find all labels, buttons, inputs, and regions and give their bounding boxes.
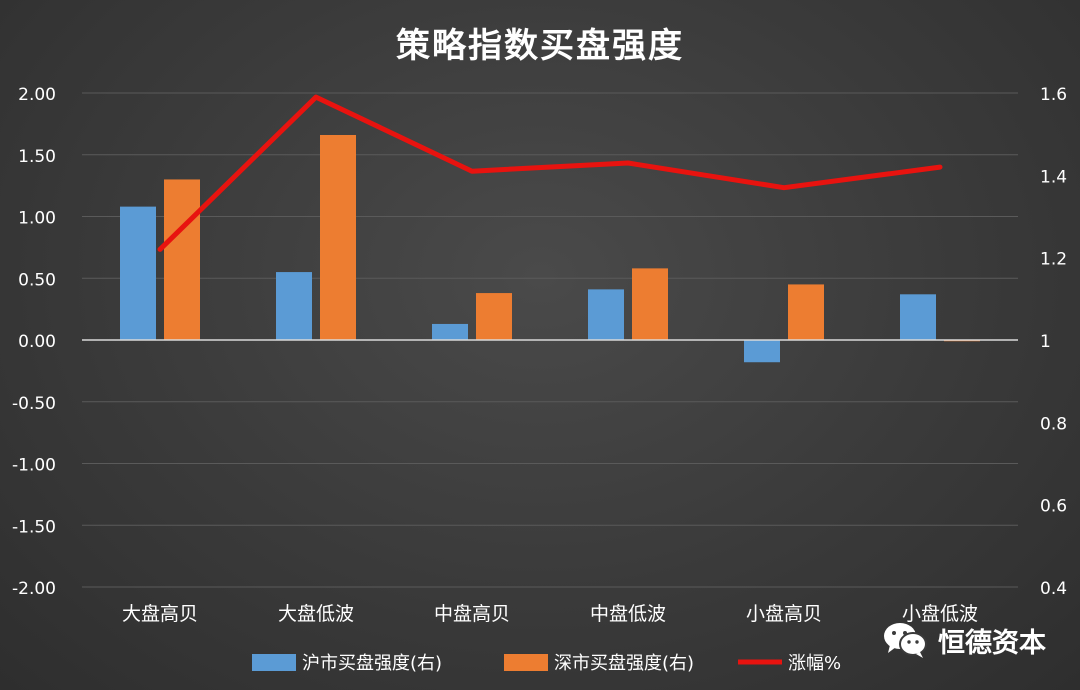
chart-title: 策略指数买盘强度	[396, 26, 684, 66]
y-left-tick-label: -1.50	[12, 517, 56, 537]
series-line	[157, 94, 943, 252]
legend-label: 深市买盘强度(右)	[554, 653, 694, 674]
bar	[900, 294, 936, 340]
line-series	[157, 94, 943, 252]
y-left-tick-label: 1.00	[18, 209, 56, 229]
x-tick-label: 小盘高贝	[746, 603, 822, 625]
x-tick-label: 大盘低波	[278, 603, 354, 625]
y-left-tick-label: -1.00	[12, 456, 56, 476]
legend: 沪市买盘强度(右) 深市买盘强度(右) 涨幅%	[252, 653, 841, 674]
x-tick-label: 中盘低波	[590, 603, 666, 625]
x-axis-ticks: 大盘高贝 大盘低波 中盘高贝 中盘低波 小盘高贝 小盘低波	[122, 603, 978, 625]
y-right-tick-label: 1.6	[1040, 85, 1067, 105]
bar	[276, 272, 312, 340]
x-tick-label: 中盘高贝	[434, 603, 510, 625]
y-left-tick-label: -0.50	[12, 394, 56, 414]
y-left-tick-label: 2.00	[18, 85, 56, 105]
legend-label: 涨幅%	[788, 653, 841, 674]
y-left-tick-label: 0.00	[18, 332, 56, 352]
bar	[788, 284, 824, 340]
y-left-tick-label: -2.00	[12, 579, 56, 599]
bar	[120, 206, 156, 340]
y-axis-left-ticks: 2.00 1.50 1.00 0.50 0.00 -0.50 -1.00 -1.50 -2.00	[12, 85, 56, 599]
bar	[476, 293, 512, 340]
y-right-tick-label: 1	[1040, 332, 1051, 352]
y-right-tick-label: 0.4	[1040, 579, 1067, 599]
bar	[632, 268, 668, 340]
bar	[164, 179, 200, 340]
y-left-tick-label: 0.50	[18, 270, 56, 290]
bar	[588, 289, 624, 340]
bar-series	[120, 134, 980, 363]
bar	[432, 323, 468, 340]
watermark: 恒德资本	[882, 620, 1046, 660]
y-right-tick-label: 1.4	[1040, 167, 1067, 187]
y-axis-right-ticks: 1.6 1.4 1.2 1 0.8 0.6 0.4	[1040, 85, 1067, 599]
grid-lines	[82, 92, 1018, 588]
bar	[320, 134, 356, 340]
watermark-text: 恒德资本	[938, 627, 1046, 659]
legend-swatch	[252, 654, 296, 671]
wechat-icon	[884, 623, 927, 658]
bar	[744, 340, 780, 363]
y-right-tick-label: 0.8	[1040, 414, 1067, 434]
x-tick-label: 小盘低波	[902, 603, 978, 625]
y-left-tick-label: 1.50	[18, 147, 56, 167]
y-right-tick-label: 1.2	[1040, 250, 1067, 270]
legend-label: 沪市买盘强度(右)	[302, 653, 442, 674]
y-right-tick-label: 0.6	[1040, 497, 1067, 517]
legend-swatch	[504, 654, 548, 671]
x-tick-label: 大盘高贝	[122, 603, 198, 625]
